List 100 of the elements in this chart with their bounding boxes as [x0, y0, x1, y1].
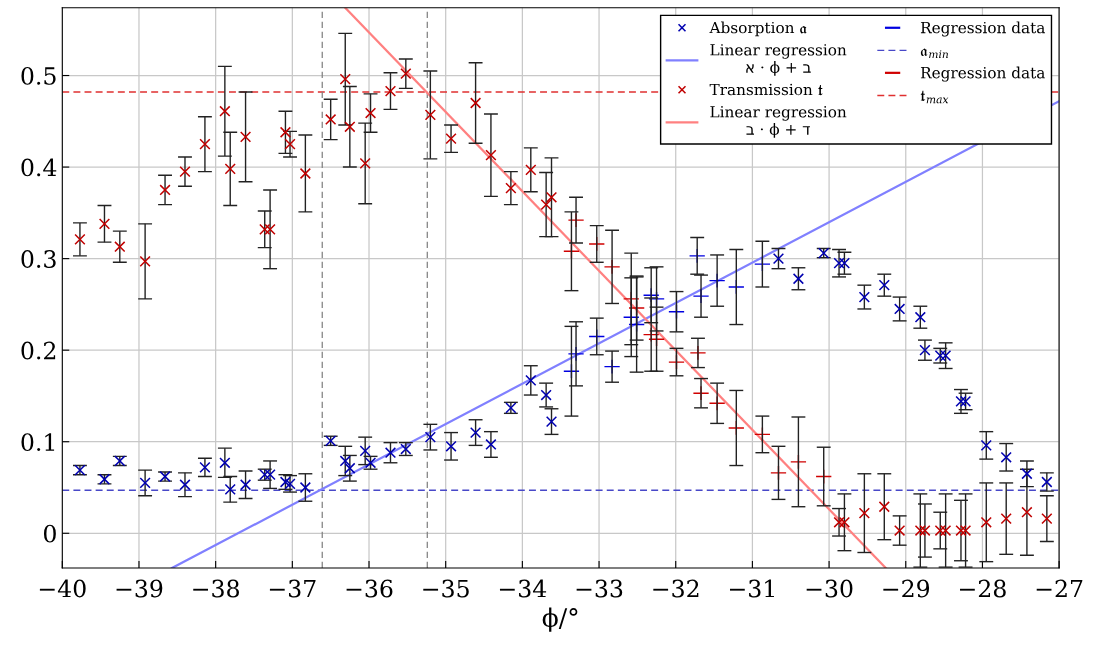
point	[339, 455, 351, 467]
point	[505, 182, 517, 194]
point	[299, 167, 311, 180]
y-tick-label: 0.2	[21, 341, 56, 360]
point	[179, 479, 191, 491]
x-tick-label: −33	[576, 579, 623, 598]
point	[199, 138, 211, 150]
point	[838, 257, 851, 269]
x-axis-title: ϕ/°	[542, 607, 578, 632]
point	[424, 431, 436, 443]
ref-line-label: 𝔱$_{max}$	[920, 90, 949, 104]
point	[940, 350, 952, 362]
point	[264, 223, 276, 235]
point	[284, 478, 296, 490]
point	[159, 184, 171, 196]
point	[894, 524, 906, 537]
point	[894, 303, 906, 315]
point	[934, 524, 946, 537]
point	[792, 273, 805, 285]
y-tick-label: 0	[43, 524, 56, 543]
point	[1021, 468, 1033, 480]
x-tick-label: −27	[1036, 579, 1083, 598]
legend-label: 𝔞$_{min}$	[920, 48, 949, 59]
point	[384, 85, 397, 97]
point	[919, 344, 931, 356]
point	[914, 311, 926, 323]
point	[114, 241, 126, 253]
point	[955, 524, 967, 537]
legend-label: Absorption 𝔞	[709, 21, 807, 37]
point	[1041, 476, 1053, 488]
point	[400, 68, 412, 80]
point	[833, 257, 845, 269]
point	[284, 138, 296, 150]
y-tick-label: 0.1	[21, 433, 55, 452]
x-tick-label: −35	[423, 579, 469, 598]
point	[525, 164, 537, 176]
x-tick-label: −31	[729, 579, 774, 598]
point	[955, 395, 967, 408]
point	[959, 524, 972, 537]
point	[980, 439, 992, 452]
point	[339, 73, 351, 85]
point	[469, 426, 482, 439]
point	[219, 105, 231, 117]
legend-label: Transmission 𝔱	[709, 83, 823, 96]
y-tick-label: 0.3	[21, 250, 56, 268]
point	[364, 107, 377, 119]
point	[325, 113, 337, 126]
point	[139, 255, 151, 267]
point	[545, 415, 558, 428]
point	[344, 462, 356, 474]
y-tick-label: 0.5	[21, 66, 56, 85]
point	[858, 507, 870, 519]
point	[772, 252, 785, 265]
point	[279, 126, 292, 138]
x-tick-label: −34	[499, 579, 547, 598]
point	[833, 516, 845, 528]
point	[1021, 506, 1033, 518]
x-tick-label: −39	[116, 579, 163, 598]
point	[980, 516, 992, 528]
y-tick-label: 0.4	[21, 158, 57, 177]
point	[239, 479, 252, 491]
point	[914, 524, 926, 537]
legend-label: Linear regression ב · ϕ + ד	[710, 106, 847, 138]
point	[199, 461, 211, 473]
point	[74, 233, 86, 246]
point	[359, 445, 371, 457]
x-tick-label: −36	[346, 579, 393, 598]
x-tick-label: −30	[806, 579, 853, 598]
point	[384, 447, 397, 459]
point	[239, 131, 252, 143]
point	[858, 291, 870, 303]
point	[98, 218, 111, 230]
point	[525, 374, 537, 387]
legend-label: Regression data	[920, 21, 1045, 37]
point	[485, 438, 497, 451]
point	[545, 191, 558, 203]
point	[259, 223, 271, 235]
legend-label: Linear regression א · ϕ + ב	[710, 44, 847, 76]
point	[219, 457, 231, 469]
point	[224, 163, 236, 175]
point	[344, 121, 356, 133]
point	[139, 477, 151, 489]
point	[469, 97, 482, 109]
point	[1000, 451, 1012, 463]
point	[1000, 513, 1012, 525]
x-tick-label: −38	[193, 579, 239, 598]
point	[445, 440, 457, 452]
point	[179, 166, 191, 178]
point	[424, 109, 436, 121]
x-tick-label: −32	[653, 579, 699, 598]
x-tick-label: −28	[960, 579, 1006, 598]
point	[1041, 513, 1053, 525]
point	[878, 501, 890, 513]
point	[940, 524, 952, 537]
point	[540, 389, 552, 401]
point	[224, 483, 236, 495]
point	[445, 133, 457, 145]
x-tick-label: −37	[269, 579, 316, 598]
point	[878, 279, 890, 291]
point	[264, 469, 276, 481]
